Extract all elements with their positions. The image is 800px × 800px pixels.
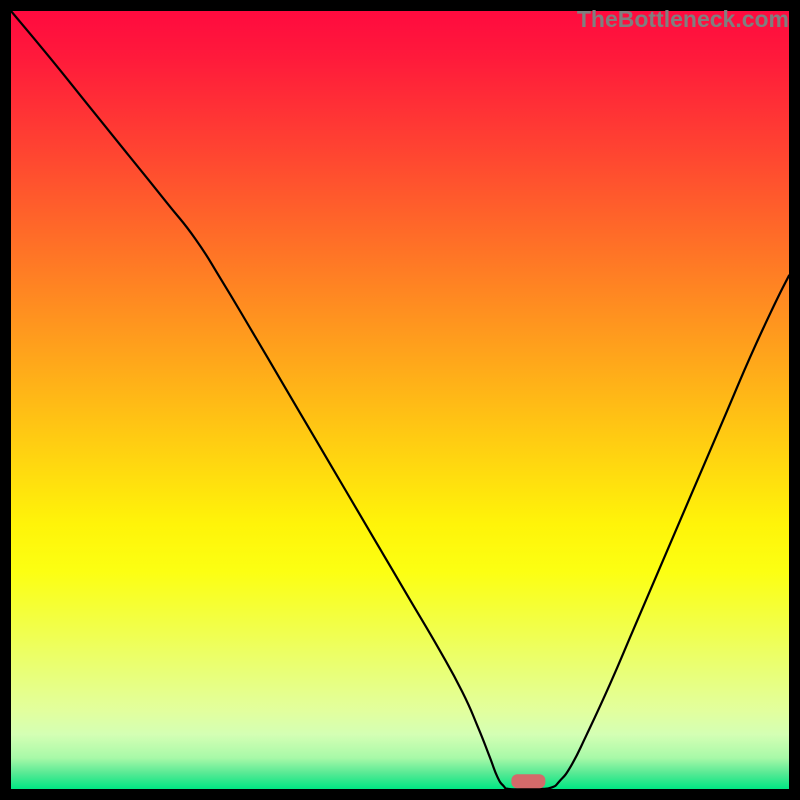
watermark-text: TheBottleneck.com xyxy=(577,6,789,33)
gradient-background xyxy=(11,11,789,789)
bottleneck-chart xyxy=(11,11,789,789)
optimal-marker xyxy=(511,774,545,788)
